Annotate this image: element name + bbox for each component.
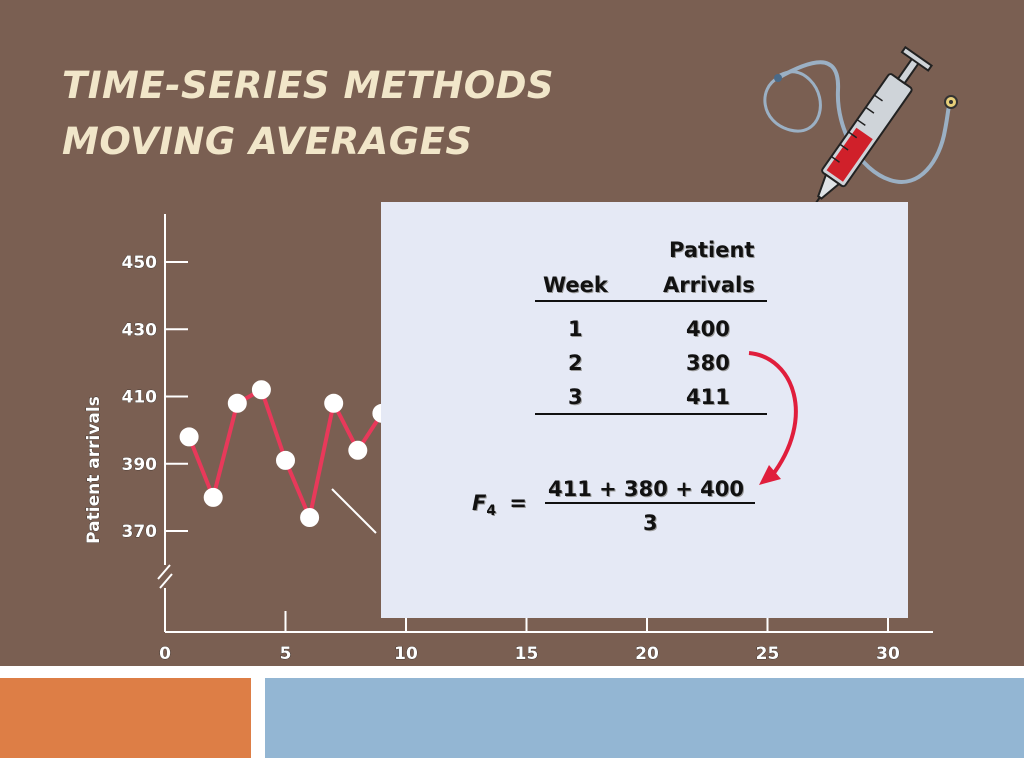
syringe-stethoscope-icon [763,45,958,210]
footer-bar-left [0,678,251,758]
slide-title: TIME-SERIES METHODS MOVING AVERAGES [62,58,554,170]
data-point [179,427,199,447]
axis-break-mark [157,564,171,580]
x-tick-label: 5 [280,644,292,664]
table-cell-arrivals: 400 [686,317,730,341]
y-axis-title: Patient arrivals [84,396,104,544]
y-tick-label: 450 [122,253,158,273]
x-tick-label: 15 [515,644,539,664]
chart-series [179,380,392,534]
formula-denominator: 3 [643,511,658,535]
table-cell-arrivals: 411 [686,385,730,409]
formula-lhs: F4 = [472,491,527,519]
title-line-1: TIME-SERIES METHODS [62,64,555,107]
x-tick-label: 0 [159,644,171,664]
table-bottom-rule [535,413,767,415]
table-header-rule [535,300,767,302]
data-point [227,393,247,413]
formula-lhs-subscript: 4 [486,503,497,520]
header-arrivals-line1: Patient [669,238,755,262]
y-tick-label: 410 [122,388,158,408]
x-tick-label: 25 [756,644,780,664]
footer-bar-right [265,678,1024,758]
calculation-panel: Patient Week Arrivals 1 400 2 380 3 411 … [381,202,908,618]
header-arrivals-line2: Arrivals [663,273,755,297]
data-point [251,380,271,400]
y-tick-label: 390 [122,455,158,475]
table-cell-week: 2 [568,351,583,375]
data-point [324,393,344,413]
fraction-bar [545,502,755,504]
y-tick-label: 370 [122,522,158,542]
header-week: Week [543,273,608,297]
table-cell-week: 3 [568,385,583,409]
x-tick-label: 30 [876,644,900,664]
data-point [276,450,295,470]
y-tick-label: 430 [122,320,158,340]
table-cell-arrivals: 380 [686,351,730,375]
data-point [348,440,368,460]
data-point [203,487,223,507]
curved-arrow-icon [748,351,798,485]
moving-average-line-stub [331,488,377,534]
formula-equals: = [509,491,528,515]
axis-break-mark [159,573,173,589]
x-tick-label: 20 [635,644,659,664]
table-cell-week: 1 [568,317,583,341]
x-tick-label: 10 [394,644,418,664]
formula-numerator: 411 + 380 + 400 [548,477,744,501]
title-line-2: MOVING AVERAGES [62,120,473,163]
data-point [300,508,320,528]
formula-lhs-letter: F [472,491,487,515]
